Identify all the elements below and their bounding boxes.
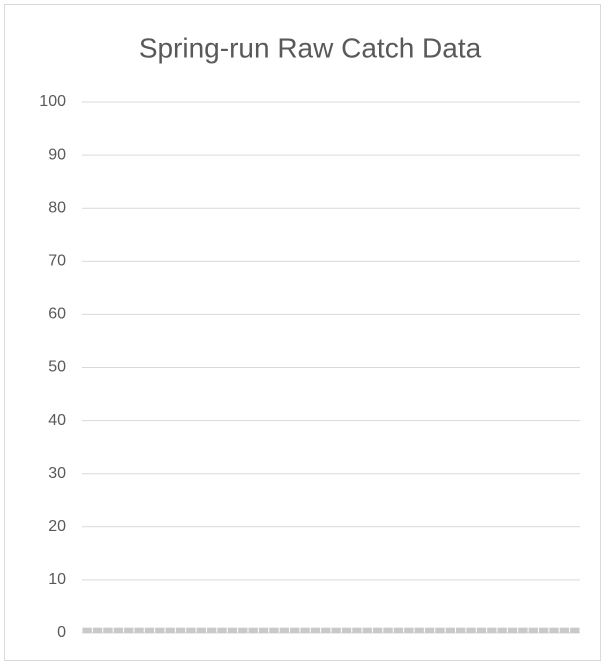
bar (175, 627, 186, 633)
bar (414, 627, 424, 633)
bar (518, 627, 528, 633)
bar (528, 627, 538, 633)
bar (507, 627, 518, 633)
bar (207, 627, 217, 633)
y-tick-label: 0 (57, 624, 66, 641)
bar (279, 627, 289, 633)
bar (300, 627, 310, 633)
y-tick-label: 90 (48, 146, 66, 163)
bar (165, 627, 175, 633)
y-tick-label: 70 (48, 253, 66, 270)
bar (352, 627, 362, 633)
bar (456, 627, 466, 633)
bar (134, 627, 144, 633)
bar (424, 627, 435, 633)
bar (435, 627, 445, 633)
y-tick-label: 20 (48, 518, 66, 535)
bar (258, 627, 269, 633)
bar (341, 627, 352, 633)
bar (144, 627, 155, 633)
y-tick-label: 50 (48, 359, 66, 376)
bar (383, 627, 393, 633)
bar (290, 627, 300, 633)
bar (373, 627, 383, 633)
bar (310, 627, 321, 633)
y-tick-label: 30 (48, 465, 66, 482)
bar (570, 627, 580, 633)
bar (393, 627, 404, 633)
bar (466, 627, 476, 633)
bar (92, 627, 103, 633)
bar (331, 627, 341, 633)
bar (404, 627, 414, 633)
bar (103, 627, 113, 633)
bar (82, 627, 92, 633)
bar (269, 627, 279, 633)
bar (155, 627, 165, 633)
bar (497, 627, 507, 633)
bar (124, 627, 134, 633)
bar (445, 627, 455, 633)
y-tick-label: 40 (48, 412, 66, 429)
bar (362, 627, 372, 633)
bar (217, 627, 227, 633)
y-tick-label: 80 (48, 199, 66, 216)
bar (549, 627, 559, 633)
bar (539, 627, 549, 633)
bar (238, 627, 248, 633)
bar (113, 627, 123, 633)
bar (487, 627, 497, 633)
bar (321, 627, 331, 633)
chart-title: Spring-run Raw Catch Data (139, 32, 482, 63)
bar (227, 627, 238, 633)
bar (196, 627, 206, 633)
bar (186, 627, 196, 633)
bar (559, 627, 570, 633)
y-tick-label: 10 (48, 571, 66, 588)
y-tick-label: 100 (39, 93, 66, 110)
chart-border (4, 4, 601, 661)
bar (476, 627, 487, 633)
y-tick-label: 60 (48, 306, 66, 323)
bar (248, 627, 258, 633)
